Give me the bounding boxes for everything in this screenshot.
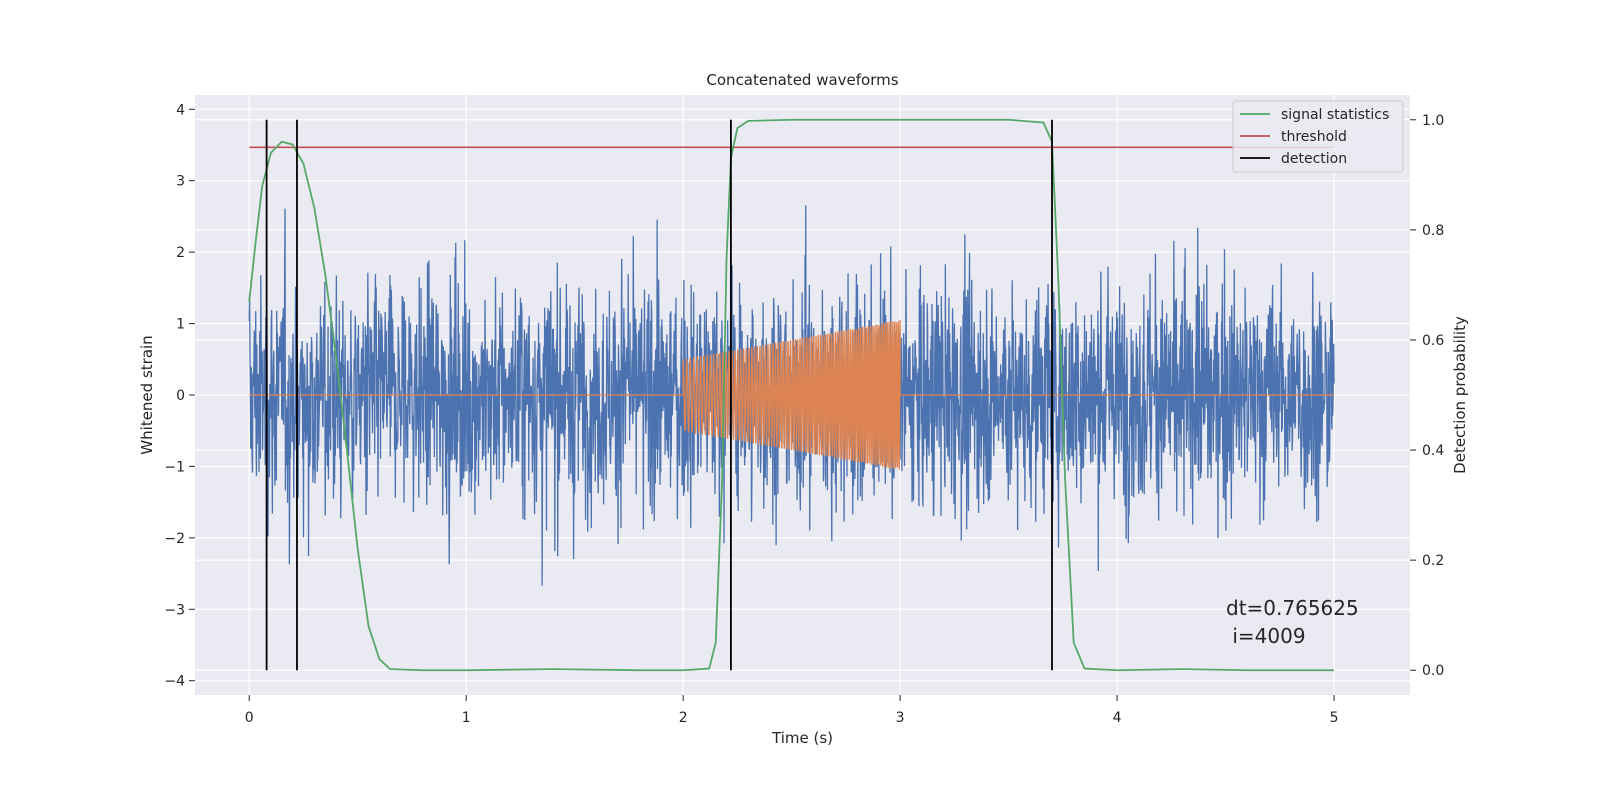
y-tick-label-left: −2 xyxy=(164,531,185,547)
x-tick-label: 5 xyxy=(1330,710,1339,726)
y-axis-label-left: Whitened strain xyxy=(138,335,156,454)
y-tick-label-right: 0.2 xyxy=(1422,553,1444,569)
y-tick-label-left: 3 xyxy=(176,174,185,190)
y-tick-label-left: 1 xyxy=(176,317,185,333)
noise-series xyxy=(248,205,1335,586)
x-tick-label: 4 xyxy=(1113,710,1122,726)
legend-box xyxy=(1232,100,1404,173)
y-tick-label-right: 0.8 xyxy=(1422,223,1444,239)
signal-statistics-line xyxy=(248,118,1335,672)
y-tick-label-right: 0.6 xyxy=(1422,333,1444,349)
y-tick-label-left: −4 xyxy=(164,674,185,690)
x-tick-label: 0 xyxy=(245,710,254,726)
y-tick-label-left: −1 xyxy=(164,459,185,475)
series-layer xyxy=(248,118,1335,672)
x-tick-label: 3 xyxy=(896,710,905,726)
x-tick-label: 1 xyxy=(462,710,471,726)
x-tick-label: 2 xyxy=(679,710,688,726)
y-tick-label-left: 2 xyxy=(176,245,185,261)
legend-label-signal-statistics: signal statistics xyxy=(1281,107,1389,123)
legend: signal statistics threshold detection xyxy=(1232,100,1404,173)
annotation-dt: dt=0.765625 xyxy=(1226,596,1359,620)
y-axis-label-right: Detection probability xyxy=(1451,316,1469,474)
y-tick-label-left: 4 xyxy=(176,102,185,118)
y-tick-label-right: 0.0 xyxy=(1422,663,1444,679)
y-tick-label-left: 0 xyxy=(176,388,185,404)
chart-title: Concatenated waveforms xyxy=(706,71,898,89)
injection-series xyxy=(249,319,1335,470)
axes: 0 1 2 3 4 5 −4 −3 −2 −1 0 1 2 3 4 0.0 0.2 0.4 0.6 0.8 1.0 xyxy=(164,102,1444,726)
annotation-i: i=4009 xyxy=(1226,624,1306,648)
legend-label-threshold: threshold xyxy=(1281,129,1347,145)
y-tick-label-right: 0.4 xyxy=(1422,443,1444,459)
y-tick-label-right: 1.0 xyxy=(1422,113,1444,129)
legend-label-detection: detection xyxy=(1281,151,1347,167)
x-axis-label: Time (s) xyxy=(771,729,833,747)
y-tick-label-left: −3 xyxy=(164,602,185,618)
